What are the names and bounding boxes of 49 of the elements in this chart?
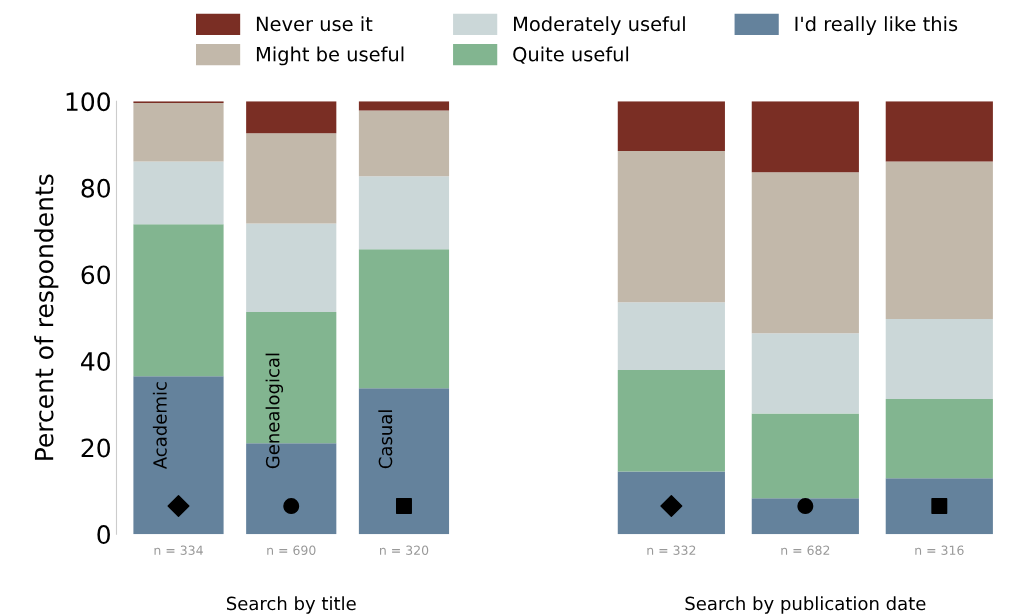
- bar: [751, 498, 859, 535]
- legend-label: Quite useful: [513, 46, 629, 64]
- bar: [358, 388, 450, 535]
- y-tick-label: 40: [81, 351, 110, 371]
- x-tick-label: n = 332: [647, 545, 696, 555]
- x-tick-label: n = 320: [380, 545, 429, 555]
- annotation: Genealogical: [265, 353, 284, 469]
- bar: [133, 224, 224, 377]
- bar: [885, 399, 993, 479]
- bar: [885, 161, 993, 320]
- x-axis-title: Search by title: [226, 596, 356, 614]
- annotation: Academic: [152, 382, 167, 470]
- bar: [751, 333, 859, 414]
- bar: [617, 302, 725, 371]
- y-tick-label: 60: [81, 265, 110, 285]
- bar: [133, 376, 224, 535]
- bar: [751, 172, 859, 334]
- bar: [617, 151, 725, 303]
- bar: [133, 103, 224, 162]
- bar: [133, 161, 224, 225]
- legend-label: Never use it: [256, 16, 373, 32]
- bar: [358, 110, 450, 177]
- y-tick-label: 0: [97, 525, 110, 545]
- legend-label: Moderately useful: [514, 16, 685, 35]
- bar: [751, 413, 859, 499]
- bar: [246, 223, 337, 313]
- bar: [885, 319, 993, 400]
- bar: [885, 101, 993, 162]
- y-tick-label: 100: [66, 92, 110, 112]
- y-axis-title: Percent of respondents: [34, 174, 59, 460]
- bar: [246, 133, 337, 224]
- x-axis-title: Search by publication date: [685, 596, 926, 614]
- x-tick-label: n = 334: [154, 545, 203, 555]
- y-tick-label: 20: [81, 438, 110, 458]
- bar: [885, 478, 993, 535]
- x-tick-label: n = 682: [781, 545, 830, 555]
- bar: [358, 249, 450, 389]
- bar: [751, 101, 859, 173]
- x-tick-label: n = 690: [267, 545, 316, 555]
- legend-label: Might be useful: [256, 46, 404, 66]
- legend-label: I'd really like this: [795, 16, 958, 35]
- bar: [617, 370, 725, 472]
- bar: [358, 176, 450, 250]
- bar: [617, 471, 725, 535]
- x-tick-label: n = 316: [915, 545, 964, 555]
- bar: [617, 101, 725, 152]
- bar: [246, 101, 337, 134]
- y-tick-label: 80: [81, 178, 110, 198]
- annotation: Casual: [378, 410, 393, 469]
